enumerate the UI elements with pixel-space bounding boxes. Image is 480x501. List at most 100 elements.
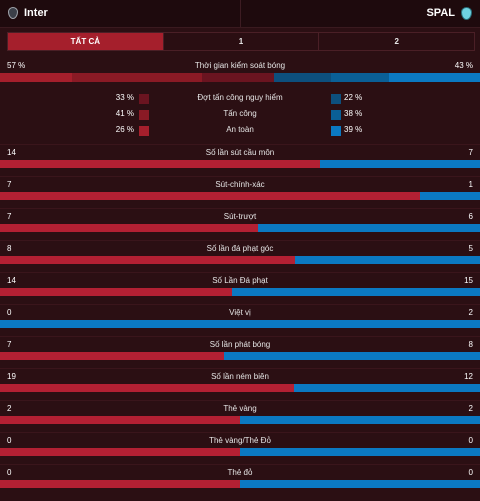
away-team-name: SPAL: [426, 7, 455, 19]
stat-label: Số lần đá phạt góc: [206, 244, 274, 253]
stat-row: 2 Thẻ vàng 2: [0, 404, 480, 424]
home-stat-value: 0: [7, 468, 12, 477]
away-stat-bar: [320, 160, 480, 168]
stat-label-line: 7 Sút-trượt 6: [0, 212, 480, 224]
breakdown-label: An toàn: [226, 125, 254, 134]
tab-first-half[interactable]: 1: [162, 33, 319, 50]
away-stat-bar: [420, 192, 480, 200]
away-breakdown-value: 22 %: [344, 93, 363, 102]
home-breakdown-value: 26 %: [115, 125, 134, 134]
away-stat-value: 2: [468, 404, 473, 413]
home-breakdown-swatch: [139, 110, 149, 120]
home-stat-bar: [0, 480, 240, 488]
home-stat-value: 0: [7, 308, 12, 317]
stat-label-line: 0 Thẻ đỏ 0: [0, 468, 480, 480]
away-stat-value: 7: [468, 148, 473, 157]
possession-segment: [273, 73, 332, 82]
home-stat-value: 0: [7, 436, 12, 445]
home-stat-bar: [0, 448, 240, 456]
away-stat-bar: [240, 448, 480, 456]
away-stat-bar: [224, 352, 480, 360]
row-divider: [0, 240, 480, 241]
away-stat-bar: [294, 384, 480, 392]
away-stat-bar: [240, 480, 480, 488]
home-stat-value: 7: [7, 180, 12, 189]
home-team[interactable]: Inter: [8, 0, 48, 27]
stat-row: 19 Số lần ném biên 12: [0, 372, 480, 392]
stat-bar: [0, 320, 480, 328]
home-possession-value: 57 %: [7, 61, 26, 70]
stat-row: 0 Việt vị 2: [0, 308, 480, 328]
stat-label-line: 14 Số Lần Đá phạt 15: [0, 276, 480, 288]
away-breakdown-swatch: [331, 126, 341, 136]
row-divider: [0, 336, 480, 337]
stat-bar: [0, 224, 480, 232]
stat-row: 0 Thẻ vàng/Thẻ Đỏ 0: [0, 436, 480, 456]
home-stat-bar: [0, 256, 296, 264]
away-stat-value: 0: [468, 468, 473, 477]
away-breakdown-swatch: [331, 94, 341, 104]
stat-bar: [0, 480, 480, 488]
home-stat-value: 7: [7, 340, 12, 349]
row-divider: [0, 432, 480, 433]
home-stat-bar: [0, 288, 232, 296]
possession-bar: [0, 73, 480, 82]
away-stat-bar: [258, 224, 480, 232]
home-team-name: Inter: [24, 7, 48, 19]
row-divider: [0, 400, 480, 401]
away-stat-value: 12: [464, 372, 473, 381]
home-stat-value: 8: [7, 244, 12, 253]
stat-bar: [0, 160, 480, 168]
tab-second-half[interactable]: 2: [318, 33, 474, 50]
home-stat-value: 14: [7, 276, 16, 285]
row-divider: [0, 208, 480, 209]
home-breakdown-value: 33 %: [115, 93, 134, 102]
possession-breakdown-row: 26 % An toàn 39 %: [0, 125, 480, 136]
stat-label: Thẻ đỏ: [227, 468, 253, 477]
stat-row: 7 Sút-chính-xác 1: [0, 180, 480, 200]
stat-label-line: 8 Số lần đá phạt góc 5: [0, 244, 480, 256]
stat-row: 7 Số lần phát bóng 8: [0, 340, 480, 360]
possession-segment: [331, 73, 389, 82]
row-divider: [0, 368, 480, 369]
away-stat-value: 8: [468, 340, 473, 349]
away-stat-bar: [295, 256, 480, 264]
stat-bar: [0, 416, 480, 424]
possession-label-line: 57 % Thời gian kiểm soát bóng 43 %: [0, 61, 480, 73]
stat-label-line: 0 Thẻ vàng/Thẻ Đỏ 0: [0, 436, 480, 448]
stat-label: Sút-trượt: [223, 212, 257, 221]
stat-label: Thẻ vàng/Thẻ Đỏ: [209, 436, 271, 445]
stat-row: 7 Sút-trượt 6: [0, 212, 480, 232]
home-stat-bar: [0, 416, 240, 424]
possession-segment: [388, 73, 480, 82]
stat-label: Số lần sút cầu môn: [205, 148, 275, 157]
period-tabs: TẤT CẢ 1 2: [7, 32, 475, 51]
home-stat-value: 7: [7, 212, 12, 221]
stat-bar: [0, 256, 480, 264]
breakdown-label: Tấn công: [223, 109, 257, 118]
tab-all[interactable]: TẤT CẢ: [8, 33, 163, 50]
row-divider: [0, 304, 480, 305]
stat-label: Thẻ vàng: [223, 404, 257, 413]
home-stat-bar: [0, 192, 420, 200]
possession-segment: [72, 73, 202, 82]
row-divider: [0, 272, 480, 273]
stat-label-line: 7 Số lần phát bóng 8: [0, 340, 480, 352]
away-stat-value: 0: [468, 436, 473, 445]
spal-crest-icon: [461, 6, 472, 20]
away-stat-value: 6: [468, 212, 473, 221]
away-possession-value: 43 %: [454, 61, 473, 70]
stat-label-line: 0 Việt vị 2: [0, 308, 480, 320]
away-team[interactable]: SPAL: [426, 0, 472, 27]
stat-bar: [0, 288, 480, 296]
possession-segment: [0, 73, 72, 82]
stat-bar: [0, 448, 480, 456]
home-stat-bar: [0, 224, 259, 232]
away-stat-value: 2: [468, 308, 473, 317]
stat-bar: [0, 384, 480, 392]
breakdown-label: Đợt tấn công nguy hiểm: [197, 93, 283, 102]
home-breakdown-swatch: [139, 94, 149, 104]
home-stat-bar: [0, 160, 321, 168]
stat-label-line: 14 Số lần sút cầu môn 7: [0, 148, 480, 160]
stat-label: Số lần phát bóng: [209, 340, 271, 349]
